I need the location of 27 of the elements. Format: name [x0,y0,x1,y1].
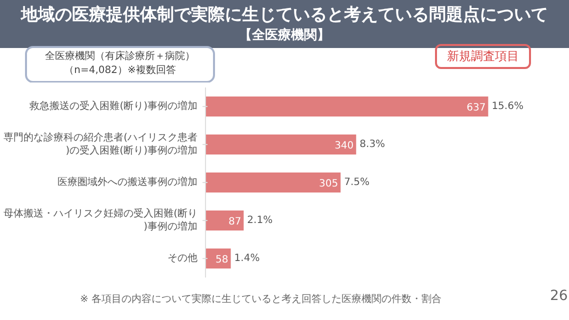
data-label: 87 [228,216,242,228]
annotation: 2.1% [247,215,273,226]
data-label: 305 [319,178,338,190]
y-tick-label: 専門的な診療科の紹介患者(ハイリスク患者)の受入困難(断り)事例の増加 [4,131,198,157]
chart-subtitle: 【全医療機関】 [238,27,331,46]
bar [206,96,490,118]
text: 新規調査項目 [435,44,531,70]
y-tick-label: 医療圏域外への搬送事例の増加 [58,176,198,188]
annotation: 7.5% [344,177,370,188]
y-tick-label: その他 [168,252,198,264]
annotation: 8.3% [360,139,386,150]
data-label: 637 [466,102,486,114]
y-tick-label: 救急搬送の受入困難(断り)事例の増加 [28,100,198,112]
data-label: 340 [334,140,354,152]
chart-title: 地域の医療提供体制で実際に生じていると考えている問題点について [20,4,549,27]
bar [206,210,245,232]
y-tick-label: 母体搬送・ハイリスク妊婦の受入困難(断り)事例の増加 [4,207,198,233]
text: ※ 各項目の内容について実際に生じていると考え回答した医療機関の件数・割合 [80,293,442,307]
text: （n=4,082）※複数回答 [64,65,176,76]
bar [206,248,232,270]
text: 26 [550,287,568,306]
text: 全医療機関（有床診療所＋病院） [45,51,195,62]
bar [206,172,342,194]
annotation: 1.4% [234,253,260,264]
annotation: 15.6% [492,101,524,112]
bar [206,134,358,156]
data-label: 58 [216,254,228,266]
